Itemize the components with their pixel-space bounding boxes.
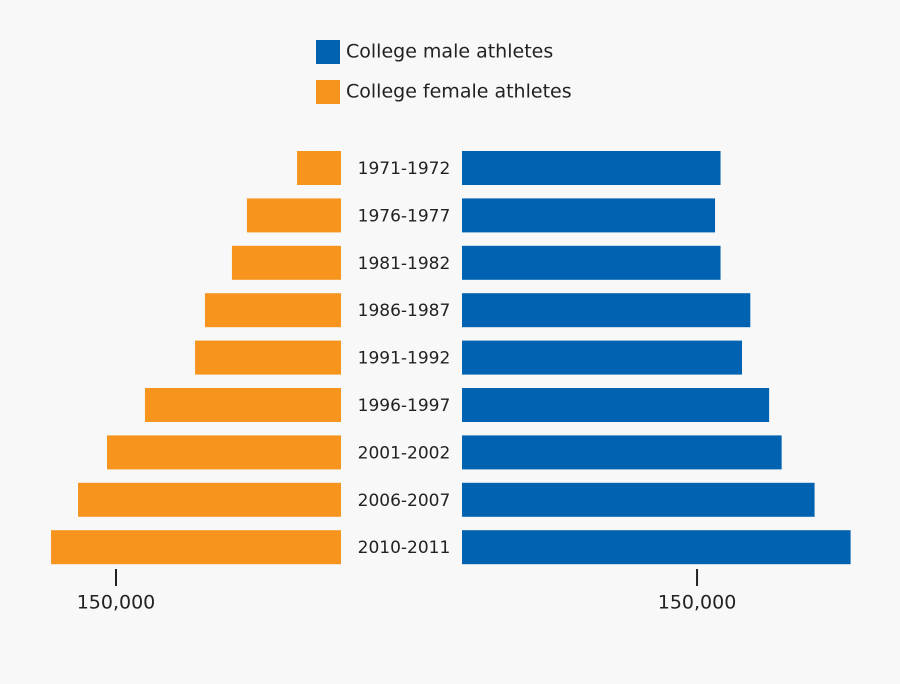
category-label: 1996-1997 (358, 396, 451, 416)
bar (462, 245, 721, 280)
x-tick-label: 150,000 (77, 592, 156, 614)
bar (195, 340, 341, 375)
legend-label: College female athletes (346, 81, 572, 103)
category-label: 1991-1992 (358, 349, 451, 369)
bar (246, 198, 341, 233)
x-tick-label: 150,000 (658, 592, 737, 614)
bar (297, 151, 341, 185)
bar (462, 340, 743, 375)
category-label: 1971-1972 (358, 159, 451, 179)
bar (144, 388, 341, 422)
bar (204, 293, 341, 328)
bar (462, 151, 721, 185)
category-label: 2006-2007 (358, 491, 451, 511)
legend-label: College male athletes (346, 41, 553, 63)
category-label: 2001-2002 (358, 443, 451, 463)
bar (78, 482, 342, 517)
category-label: 1981-1982 (358, 254, 451, 274)
category-label: 1986-1987 (358, 301, 451, 321)
category-label: 2010-2011 (358, 538, 451, 558)
bar (51, 530, 342, 565)
bar (462, 198, 716, 233)
bar (462, 293, 751, 328)
bar (462, 435, 782, 470)
bar (107, 435, 341, 470)
legend-swatch (316, 80, 340, 104)
bar (231, 245, 341, 280)
bar (462, 530, 851, 565)
category-label: 1976-1977 (358, 206, 451, 226)
bar (462, 388, 770, 422)
legend-swatch (316, 40, 340, 64)
bar (462, 482, 815, 517)
